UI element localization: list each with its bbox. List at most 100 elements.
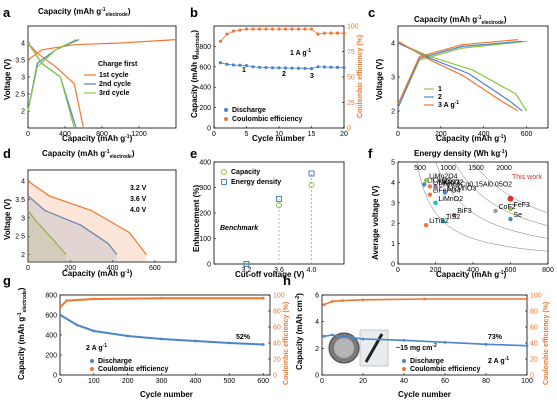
panel-b-y-tick-label-800: 800: [199, 44, 211, 51]
panel-f-material-label-1: LiFePO4: [433, 188, 461, 195]
panel-g-y-tick-label-200: 200: [45, 353, 57, 360]
panel-g-ce-point-0: [58, 305, 62, 309]
panel-h-frame: [321, 294, 528, 376]
panel-a-discharge-2: [27, 42, 75, 129]
panel-g-x-tick-label-300: 300: [156, 378, 168, 385]
panel-b-ce-point-0: [218, 39, 223, 43]
panel-g-legend-discharge-marker: [90, 359, 94, 363]
panel-b-discharge-point-1: [225, 62, 229, 66]
panel-d-y-tick-label-2: 2: [21, 252, 25, 259]
panel-g-x-title: Cycle number: [140, 390, 193, 399]
panel-h-y2-tick-label-20: 20: [530, 357, 538, 364]
panel-d-area-1: [28, 195, 117, 262]
panel-g-discharge-point-4: [160, 337, 164, 341]
panel-b-discharge-point-17: [329, 65, 333, 69]
panel-b-discharge-point-12: [296, 66, 301, 70]
panel-g-y2-title: Coulombic efficiency (%): [283, 302, 290, 385]
panel-d-x-tick-label-600: 600: [149, 265, 161, 272]
panel-f-material-label-9: CoF2: [499, 204, 516, 211]
panel-c-x-tick-label-0: 0: [396, 131, 400, 138]
panel-b-discharge-point-5: [251, 65, 255, 69]
panel-h-discharge-point-3: [351, 336, 355, 340]
panel-d-frame: [27, 169, 177, 263]
panel-h-y-tick-label-0: 0: [315, 373, 319, 380]
panel-c-discharge-0: [397, 42, 528, 112]
panel-a-x-title: Capacity (mAh g-1): [62, 134, 133, 143]
panel-c-x-tick-label-600: 600: [521, 131, 533, 138]
panel-f-material-point-7: [427, 184, 433, 189]
panel-b-mark-3: 3: [310, 73, 314, 80]
panel-f-energy-tick-3: 2000: [496, 165, 512, 172]
panel-g-y2-tick-label-40: 40: [273, 341, 281, 348]
panel-f-material-label-5: LiMnO2: [439, 196, 464, 203]
panel-h-x-tick-label-0: 0: [320, 378, 324, 385]
panel-g-discharge-point-7: [261, 343, 265, 346]
panel-c-x-tick-label-200: 200: [435, 131, 447, 138]
panel-f-x-title: Capacity (mAh g-1): [436, 270, 507, 279]
panel-h-ce-point-0: [322, 303, 326, 306]
panel-b-ce-point-19: [342, 31, 346, 35]
panel-d-x-title: Capacity (mAh g-1): [62, 269, 133, 278]
panel-f-material-label-13: LiTiS2: [429, 218, 449, 225]
panel-c-legend-3: 3 A g-1: [438, 100, 459, 109]
panel-f-x-tick-label-800: 800: [542, 267, 554, 274]
panel-d-legend-3: 4.0 V: [130, 207, 147, 214]
panel-b-legend-discharge: Discharge: [232, 107, 266, 114]
panel-h-x-tick-label-100: 100: [521, 378, 533, 385]
panel-b-mark-2: 2: [282, 71, 286, 78]
panel-b-x-title: Cycle number: [252, 134, 305, 143]
panel-f-material-label-2: LiMn2O4: [429, 173, 458, 180]
panel-a-legend-title: Charge first: [98, 61, 138, 68]
panel-g-legend-discharge: Discharge: [98, 358, 132, 365]
panel-b-y-tick-label-0: 0: [207, 126, 211, 133]
panel-f-x-tick-label-0: 0: [396, 267, 400, 274]
panel-c-y-title: Voltage (V): [375, 58, 384, 100]
panel-a-y-tick-label-3: 3: [21, 75, 25, 82]
panel-f-material-point-2: [423, 178, 429, 183]
panel-g-discharge-line: [59, 314, 264, 346]
panel-label-f: f: [368, 146, 373, 161]
panel-c-y-tick-label-3: 3: [391, 75, 395, 82]
panel-a-charge-0: [27, 39, 177, 61]
panel-g-y-tick-label-800: 800: [45, 293, 57, 300]
panel-b-ce-point-1: [225, 32, 229, 36]
panel-e-legend-capacity-marker: [221, 169, 227, 175]
panel-h-ce-point-3: [361, 298, 365, 302]
panel-h-y2-title: Coulombic efficiency (%): [543, 302, 550, 385]
panel-f-material-label-4: LiNiO2: [439, 179, 461, 186]
panel-f-energy-tick-0: 500: [414, 165, 426, 172]
panel-f-energy-tick-2: 1500: [468, 165, 484, 172]
panel-g-x-tick-label-600: 600: [257, 378, 269, 385]
panel-d-x-tick-label-400: 400: [107, 265, 119, 272]
panel-f-iso-energy-2: [454, 161, 549, 227]
panel-b-y2-tick-label-50: 50: [347, 75, 355, 82]
panel-b-ce-point-7: [264, 27, 268, 31]
panel-h-discharge-point-4: [361, 337, 365, 341]
panel-c-discharge-1: [397, 42, 523, 112]
panel-b-discharge-point-15: [316, 65, 320, 69]
panel-h-coin-cell-inner: [334, 338, 354, 358]
panel-b-ce-point-18: [335, 31, 340, 35]
panel-h-y2-tick-label-60: 60: [530, 325, 538, 332]
panel-b-y-title: Capacity (mAh gelectrode): [190, 30, 201, 118]
panel-d-legend-1: 3.2 V: [130, 185, 147, 192]
panel-h-y-tick-label-6: 6: [315, 293, 319, 300]
panel-f-material-point-12: [508, 216, 513, 222]
panel-b-discharge-point-11: [290, 66, 294, 70]
panel-f-y-tick-label-5: 5: [391, 160, 395, 167]
panel-b-discharge-point-16: [322, 65, 327, 69]
panel-h-y2-tick-label-0: 0: [530, 373, 534, 380]
panel-e-x-title: Cut-off voltage (V): [235, 270, 305, 279]
panel-f-material-point-13: [423, 223, 429, 228]
panel-g-discharge-point-5: [194, 339, 197, 343]
panel-h-ce-point-1: [330, 300, 334, 303]
panel-f-x-tick-label-400: 400: [467, 267, 479, 274]
panel-h-x-title: Cycle number: [398, 390, 451, 399]
panel-g-discharge-point-0: [58, 313, 62, 317]
panel-c-y-tick-label-4: 4: [391, 41, 395, 48]
panel-b-x-tick-label-15: 15: [308, 131, 316, 138]
panel-f-material-point-0: [422, 182, 427, 187]
panel-g-discharge-point-2: [92, 329, 96, 333]
panel-b-y-tick-label-600: 600: [199, 64, 211, 71]
